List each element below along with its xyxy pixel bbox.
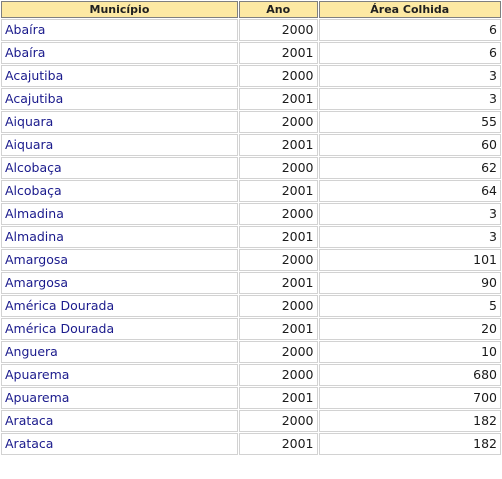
cell-municipio: Acajutiba: [1, 88, 238, 110]
cell-municipio: Arataca: [1, 433, 238, 455]
cell-municipio: Aiquara: [1, 134, 238, 156]
cell-ano: 2000: [238, 410, 318, 432]
table-row: Alcobaça 2000 62: [1, 157, 501, 179]
cell-area-colhida: 60: [318, 134, 501, 156]
table-row: Acajutiba 2000 3: [1, 65, 501, 87]
cell-ano: 2000: [238, 203, 318, 225]
table-row: Aiquara 2001 60: [1, 134, 501, 156]
cell-municipio: Acajutiba: [1, 65, 238, 87]
cell-municipio: Alcobaça: [1, 157, 238, 179]
table-row: Almadina 2001 3: [1, 226, 501, 248]
table-row: Amargosa 2000 101: [1, 249, 501, 271]
cell-area-colhida: 10: [318, 341, 501, 363]
cell-municipio: Apuarema: [1, 364, 238, 386]
cell-ano: 2001: [238, 226, 318, 248]
table-row: Alcobaça 2001 64: [1, 180, 501, 202]
cell-area-colhida: 55: [318, 111, 501, 133]
header-row: Município Ano Área Colhida: [1, 1, 501, 18]
cell-ano: 2001: [238, 180, 318, 202]
table-row: Arataca 2001 182: [1, 433, 501, 455]
cell-municipio: Arataca: [1, 410, 238, 432]
table-row: Aiquara 2000 55: [1, 111, 501, 133]
cell-area-colhida: 5: [318, 295, 501, 317]
table-row: Anguera 2000 10: [1, 341, 501, 363]
cell-ano: 2000: [238, 364, 318, 386]
cell-municipio: Amargosa: [1, 249, 238, 271]
table-row: América Dourada 2001 20: [1, 318, 501, 340]
cell-ano: 2001: [238, 42, 318, 64]
cell-ano: 2001: [238, 433, 318, 455]
cell-ano: 2000: [238, 19, 318, 41]
cell-area-colhida: 680: [318, 364, 501, 386]
cell-area-colhida: 3: [318, 203, 501, 225]
cell-area-colhida: 20: [318, 318, 501, 340]
cell-area-colhida: 3: [318, 226, 501, 248]
table-row: Almadina 2000 3: [1, 203, 501, 225]
table-row: Acajutiba 2001 3: [1, 88, 501, 110]
cell-area-colhida: 6: [318, 19, 501, 41]
cell-municipio: Aiquara: [1, 111, 238, 133]
cell-ano: 2001: [238, 318, 318, 340]
cell-municipio: Apuarema: [1, 387, 238, 409]
cell-ano: 2000: [238, 341, 318, 363]
table-row: Abaíra 2000 6: [1, 19, 501, 41]
cell-ano: 2000: [238, 295, 318, 317]
table-row: Apuarema 2001 700: [1, 387, 501, 409]
cell-municipio: Almadina: [1, 203, 238, 225]
cell-ano: 2000: [238, 111, 318, 133]
cell-ano: 2000: [238, 65, 318, 87]
table-row: América Dourada 2000 5: [1, 295, 501, 317]
cell-municipio: Amargosa: [1, 272, 238, 294]
cell-area-colhida: 182: [318, 410, 501, 432]
column-header-municipio[interactable]: Município: [1, 1, 238, 18]
cell-area-colhida: 6: [318, 42, 501, 64]
cell-ano: 2001: [238, 88, 318, 110]
cell-area-colhida: 182: [318, 433, 501, 455]
cell-municipio: Anguera: [1, 341, 238, 363]
cell-area-colhida: 3: [318, 88, 501, 110]
table-row: Amargosa 2001 90: [1, 272, 501, 294]
cell-municipio: Abaíra: [1, 19, 238, 41]
column-header-area-colhida[interactable]: Área Colhida: [318, 1, 501, 18]
cell-area-colhida: 64: [318, 180, 501, 202]
cell-area-colhida: 62: [318, 157, 501, 179]
cell-municipio: Almadina: [1, 226, 238, 248]
column-header-ano[interactable]: Ano: [238, 1, 318, 18]
cell-ano: 2001: [238, 134, 318, 156]
cell-municipio: América Dourada: [1, 295, 238, 317]
cell-ano: 2000: [238, 249, 318, 271]
cell-municipio: Alcobaça: [1, 180, 238, 202]
data-table: Município Ano Área Colhida Abaíra 2000 6 Ab…: [0, 0, 502, 456]
cell-area-colhida: 90: [318, 272, 501, 294]
cell-ano: 2001: [238, 387, 318, 409]
cell-area-colhida: 3: [318, 65, 501, 87]
cell-ano: 2000: [238, 157, 318, 179]
cell-municipio: Abaíra: [1, 42, 238, 64]
cell-municipio: América Dourada: [1, 318, 238, 340]
table-row: Apuarema 2000 680: [1, 364, 501, 386]
table-row: Abaíra 2001 6: [1, 42, 501, 64]
cell-area-colhida: 700: [318, 387, 501, 409]
cell-area-colhida: 101: [318, 249, 501, 271]
table-row: Arataca 2000 182: [1, 410, 501, 432]
cell-ano: 2001: [238, 272, 318, 294]
